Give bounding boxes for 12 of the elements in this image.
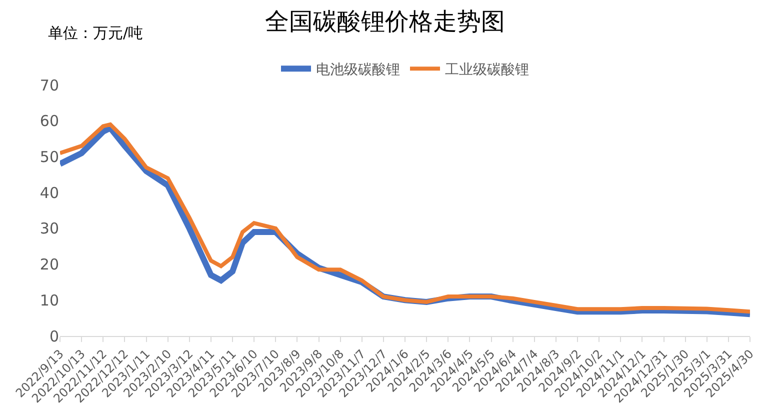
y-tick-label: 0 [49, 327, 59, 346]
y-tick-label: 30 [40, 220, 59, 238]
y-tick-label: 70 [40, 76, 59, 94]
chart-title: 全国碳酸锂价格走势图 [265, 7, 505, 36]
y-tick-label: 10 [40, 291, 59, 310]
y-tick-label: 50 [40, 148, 59, 166]
legend-label: 电池级碳酸锂 [316, 62, 400, 78]
legend-label: 工业级碳酸锂 [445, 62, 529, 78]
text: 单位：万元/吨 [48, 24, 144, 42]
y-tick-label: 40 [40, 184, 59, 202]
y-tick-label: 60 [40, 112, 59, 130]
y-tick-label: 20 [40, 256, 59, 274]
